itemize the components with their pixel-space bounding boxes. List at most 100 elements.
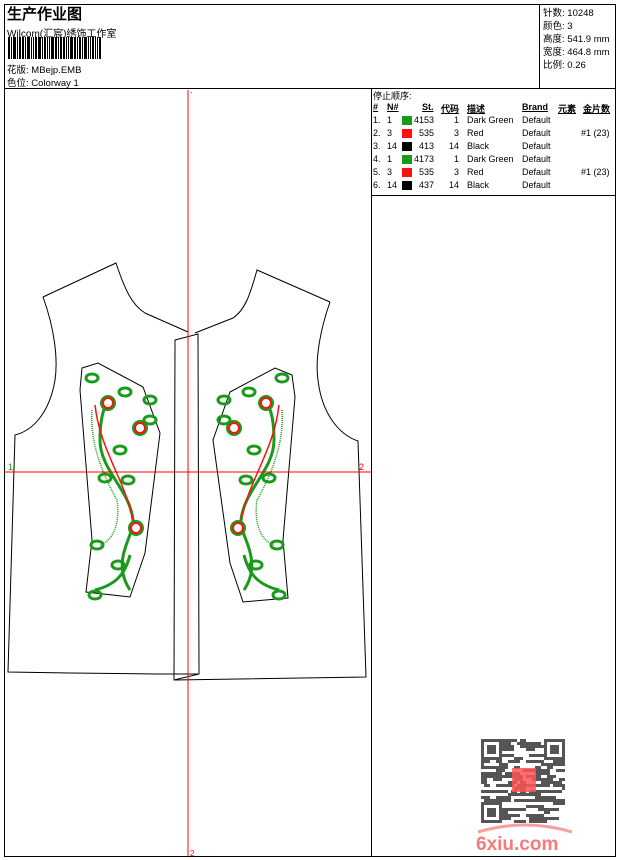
qr-module <box>538 769 541 772</box>
qr-module <box>481 790 484 793</box>
row-needle: 3 <box>387 128 393 138</box>
qr-module <box>553 808 556 811</box>
qr-module <box>553 748 556 751</box>
qr-module <box>547 790 550 793</box>
qr-module <box>502 796 505 799</box>
qr-module <box>496 766 499 769</box>
qr-module <box>547 739 550 742</box>
qr-module <box>532 745 535 748</box>
flower-red <box>232 522 244 534</box>
qr-module <box>544 742 547 745</box>
qr-module <box>562 757 565 760</box>
col-brand: Brand <box>522 102 549 112</box>
qr-module <box>511 754 514 757</box>
qr-module <box>535 754 538 757</box>
qr-module <box>535 784 538 787</box>
qr-module <box>559 802 562 805</box>
qr-module <box>523 742 526 745</box>
row-index: 4. <box>373 154 381 164</box>
qr-module <box>508 775 511 778</box>
qr-module <box>562 769 565 772</box>
qr-module <box>538 814 541 817</box>
qr-module <box>532 817 535 820</box>
leaf <box>241 386 257 398</box>
qr-module <box>502 766 505 769</box>
barcode-bar <box>51 37 54 59</box>
qr-module <box>550 763 553 766</box>
qr-module <box>529 754 532 757</box>
qr-module <box>505 808 508 811</box>
qr-module <box>562 784 565 787</box>
page-title: 生产作业图 <box>7 6 83 23</box>
qr-module <box>532 742 535 745</box>
qr-module <box>499 775 502 778</box>
qr-module <box>556 757 559 760</box>
qr-module <box>556 748 559 751</box>
table-row: 2. 3 535 3 Red Default #1 (23) <box>372 128 617 140</box>
qr-module <box>499 820 502 823</box>
qr-module <box>556 781 559 784</box>
qr-module <box>490 790 493 793</box>
qr-module <box>514 760 517 763</box>
barcode-bar <box>63 37 65 59</box>
leaf <box>261 472 277 484</box>
qr-module <box>538 772 541 775</box>
qr-module <box>484 760 487 763</box>
qr-module <box>547 772 550 775</box>
col-stitches: St. <box>422 102 434 112</box>
barcode-bar <box>25 37 26 59</box>
qr-module <box>547 757 550 760</box>
qr-module <box>523 793 526 796</box>
qr-module <box>535 820 538 823</box>
qr-module <box>541 763 544 766</box>
qr-module <box>553 817 556 820</box>
qr-module <box>499 784 502 787</box>
barcode <box>8 37 101 59</box>
row-sequins: #1 (23) <box>581 128 610 138</box>
qr-module <box>541 799 544 802</box>
qr-module <box>559 784 562 787</box>
qr-module <box>556 751 559 754</box>
barcode-bar <box>38 37 41 59</box>
qr-module <box>562 751 565 754</box>
info-label: 颜色: <box>543 21 565 32</box>
qr-module <box>553 763 556 766</box>
qr-module <box>484 739 487 742</box>
qr-module <box>523 745 526 748</box>
qr-module <box>526 793 529 796</box>
qr-module <box>541 745 544 748</box>
qr-module <box>487 784 490 787</box>
qr-module <box>496 760 499 763</box>
leaf <box>216 394 232 406</box>
row-description: Red <box>467 167 484 177</box>
qr-module <box>547 775 550 778</box>
row-code: 1 <box>453 154 459 164</box>
leaf <box>84 372 100 384</box>
row-description: Dark Green <box>467 154 514 164</box>
qr-module <box>544 796 547 799</box>
qr-module <box>550 739 553 742</box>
info-scale: 比例: 0.26 <box>543 57 586 71</box>
qr-module <box>487 796 490 799</box>
qr-module <box>550 766 553 769</box>
leaf <box>120 474 136 486</box>
qr-module <box>550 796 553 799</box>
qr-module <box>502 817 505 820</box>
leaf <box>112 444 128 456</box>
qr-module <box>508 760 511 763</box>
qr-module <box>562 778 565 781</box>
row-needle: 1 <box>387 154 393 164</box>
qr-module <box>481 760 484 763</box>
qr-module <box>481 808 484 811</box>
qr-module <box>502 811 505 814</box>
vine-stem <box>239 398 276 591</box>
row-needle: 3 <box>387 167 393 177</box>
qr-module <box>502 769 505 772</box>
qr-module <box>538 775 541 778</box>
barcode-bar <box>42 37 43 59</box>
flower-red <box>260 397 272 409</box>
stamp-icon <box>512 768 536 792</box>
barcode-bar <box>17 37 18 59</box>
row-description: Black <box>467 180 490 190</box>
table-row: 1. 1 4153 1 Dark Green Default <box>372 115 617 127</box>
